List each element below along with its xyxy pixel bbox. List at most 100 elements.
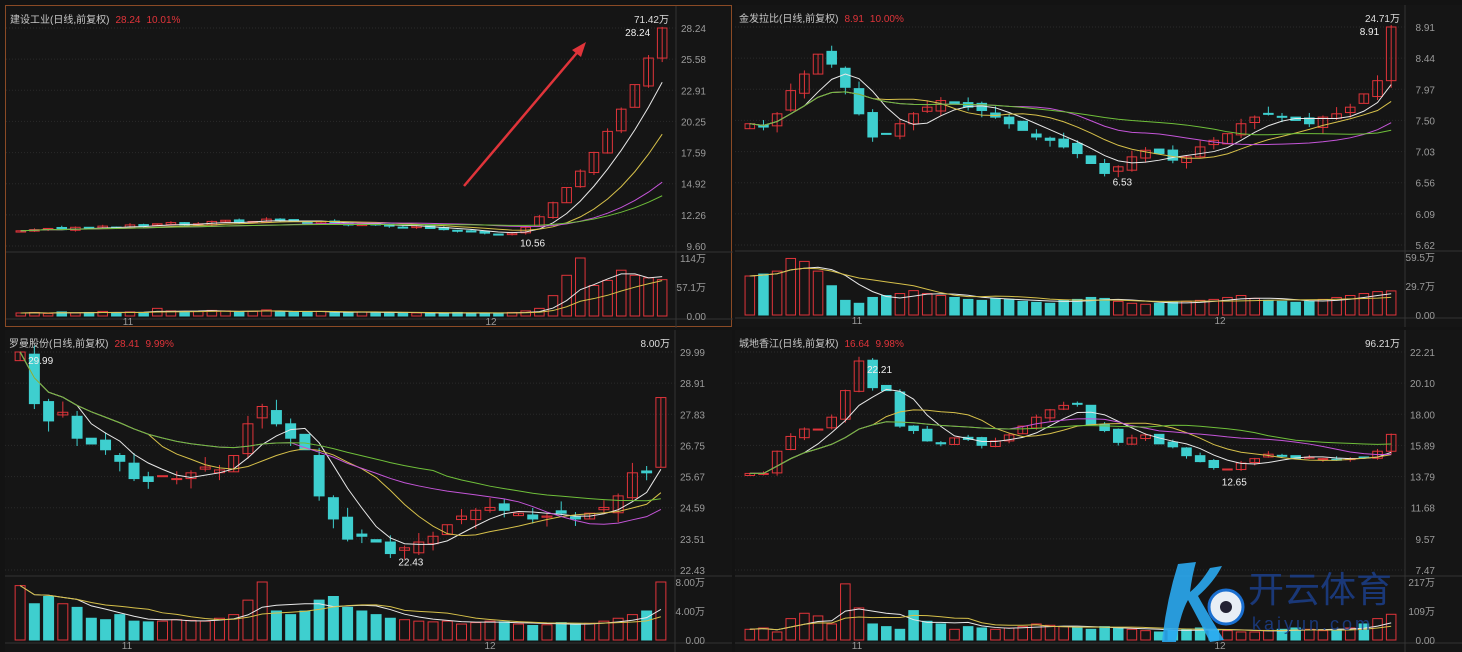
candle-up [643, 57, 654, 87]
candle-down [285, 423, 297, 439]
volume-bar [85, 617, 97, 641]
price-tick: 27.83 [680, 410, 705, 421]
chart-panel-0[interactable]: 建设工业(日线,前复权) 28.24 10.01% 71.42万 28.24 25.5… [5, 5, 733, 328]
volume-bar [1017, 626, 1029, 641]
volume-bar [867, 623, 878, 641]
volume-bar [1276, 300, 1288, 316]
volume-ma10-line [20, 280, 663, 314]
ma30-line [20, 195, 663, 232]
volume-bar [270, 610, 282, 641]
candle-down [867, 112, 878, 138]
volume-bar [908, 610, 919, 641]
volume-bar [299, 610, 311, 641]
candle-down [493, 233, 504, 236]
candle-up [575, 170, 586, 188]
candle-up [949, 437, 960, 445]
volume-bar [370, 311, 381, 317]
chart-panel-2[interactable]: 罗曼股份(日线,前复权) 28.41 9.99% 8.00万 29.99 28.91 2… [5, 330, 732, 652]
volume-bar [1112, 300, 1124, 316]
volume-bar [921, 293, 933, 316]
volume-bar [1194, 299, 1206, 316]
ma5-line [19, 351, 662, 545]
volume-bar [1317, 298, 1329, 316]
candle-up [1249, 116, 1260, 124]
volume-bar [1372, 291, 1383, 316]
volume-bar [785, 618, 797, 641]
volume-bar [758, 273, 769, 316]
volume-bar [1112, 627, 1124, 641]
price-tick: 12.26 [681, 211, 706, 222]
volume-bar [840, 583, 851, 641]
volume-bar [213, 617, 225, 641]
candle-down [1153, 148, 1165, 155]
volume-bar [853, 607, 865, 641]
volume-bar [15, 312, 27, 317]
volume-bar [641, 610, 653, 641]
price-tick: 6.09 [1416, 210, 1436, 221]
candle-up [456, 515, 468, 521]
candle-up [1317, 116, 1329, 128]
volume-bar [1276, 628, 1288, 641]
volume-bar [826, 623, 837, 641]
volume-bar [990, 628, 1001, 641]
candle-down [356, 533, 368, 537]
date-tick: 12 [1214, 641, 1226, 652]
volume-ma10-line [749, 614, 1392, 632]
candle-up [256, 406, 268, 419]
candle-up [598, 506, 610, 511]
chart-panel-3[interactable]: 城地香江(日线,前复权) 16.64 9.98% 96.21万 22.21 20.10… [735, 330, 1462, 652]
volume-tick: 109万 [1408, 607, 1435, 618]
volume-bar [411, 312, 422, 317]
volume-bar [626, 614, 638, 641]
candle-down [299, 433, 311, 451]
volume-bar [1235, 295, 1247, 316]
candle-up [785, 90, 797, 111]
volume-bar [285, 614, 297, 641]
price-tick: 20.10 [1410, 379, 1435, 390]
chart-canvas: 29.99 28.91 27.83 26.75 25.67 24.59 23.51 22.43… [5, 330, 732, 652]
volume-tick: 29.7万 [1406, 282, 1435, 293]
candle-up [771, 450, 783, 474]
candle-up [812, 428, 824, 431]
volume-bar [1181, 628, 1192, 641]
price-tick: 14.92 [681, 180, 706, 191]
price-tick: 11.68 [1411, 504, 1436, 515]
price-tick: 20.25 [681, 117, 706, 128]
volume-bar [498, 621, 510, 641]
volume-bar [1263, 299, 1274, 316]
candle-up [853, 360, 865, 392]
candle-up [1317, 458, 1329, 461]
candle-up [744, 123, 756, 130]
candle-down [302, 221, 313, 224]
candle-down [1017, 120, 1029, 131]
volume-tick: 59.5万 [1406, 253, 1435, 264]
volume-bar [479, 312, 491, 317]
volume-bar [588, 284, 600, 317]
volume-bar [1304, 300, 1315, 316]
candle-up [785, 435, 797, 451]
volume-bar [1249, 631, 1260, 641]
candle-down [894, 391, 906, 427]
volume-bar [1017, 300, 1029, 316]
volume-ma5-line [749, 608, 1392, 632]
price-tick: 8.44 [1416, 54, 1436, 65]
price-tick: 13.79 [1410, 473, 1435, 484]
high-price-label: 28.24 [625, 28, 650, 39]
volume-bar [1222, 296, 1233, 316]
volume-tick: 57.1万 [677, 283, 706, 294]
volume-bar [555, 622, 567, 641]
volume-bar [894, 628, 906, 641]
candle-up [656, 27, 668, 59]
date-tick: 12 [1214, 316, 1226, 327]
volume-bar [247, 310, 259, 317]
volume-bar [71, 606, 83, 641]
candle-up [228, 455, 240, 473]
volume-bar [329, 311, 340, 317]
volume-bar [867, 296, 878, 316]
chart-panel-1[interactable]: 金发拉比(日线,前复权) 8.91 10.00% 24.71万 8.91 8.44 7.… [735, 5, 1462, 327]
candle-down [498, 503, 510, 511]
volume-bar [771, 270, 783, 316]
price-tick: 24.59 [680, 504, 705, 515]
candle-up [1126, 437, 1138, 445]
volume-bar [520, 310, 531, 317]
